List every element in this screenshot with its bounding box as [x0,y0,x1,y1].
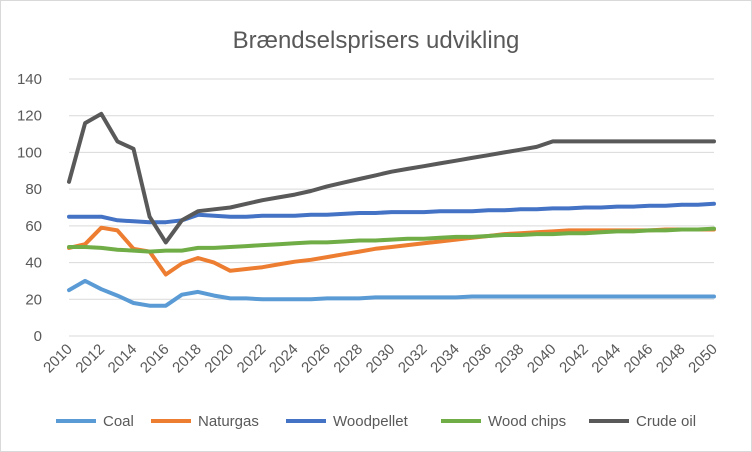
y-tick-label: 20 [25,291,42,308]
x-tick-label: 2040 [524,341,560,377]
series-line-coal [67,278,716,308]
x-tick-label: 2024 [266,341,302,377]
legend-label-naturgas: Naturgas [198,413,259,430]
y-tick-label: 140 [17,71,42,88]
x-tick-label: 2036 [459,341,495,377]
x-tick-label: 2020 [201,341,237,377]
y-tick-label: 0 [34,328,42,345]
chart-title: Brændselsprisers udvikling [233,27,520,54]
x-tick-label: 2016 [137,341,173,377]
legend-label-coal: Coal [103,413,134,430]
y-tick-label: 40 [25,255,42,272]
series-line-woodpellet [67,201,716,225]
x-tick-label: 2026 [298,341,334,377]
series-line-crude-oil [67,111,716,245]
y-axis-ticks: 0 20 40 60 80 100 120 140 [17,71,42,345]
x-tick-label: 2030 [363,341,399,377]
y-tick-label: 120 [17,108,42,125]
x-tick-label: 2022 [234,341,270,377]
x-tick-label: 2044 [588,341,624,377]
legend-label-wood-chips: Wood chips [488,413,566,430]
x-tick-label: 2010 [40,341,76,377]
series-lines [67,111,716,308]
x-axis-ticks: 2010201220142016201820202022202420262028… [40,341,721,377]
x-tick-label: 2014 [105,341,141,377]
x-tick-label: 2038 [492,341,528,377]
x-tick-label: 2032 [395,341,431,377]
x-tick-label: 2050 [685,341,721,377]
x-tick-label: 2028 [330,341,366,377]
x-tick-label: 2018 [169,341,205,377]
y-tick-label: 100 [17,144,42,161]
y-tick-label: 80 [25,181,42,198]
legend: Coal Naturgas Woodpellet Wood chips Crude oi… [56,413,696,430]
series-line-wood-chips [67,226,716,254]
x-tick-label: 2046 [621,341,657,377]
y-tick-label: 60 [25,218,42,235]
legend-label-woodpellet: Woodpellet [333,413,409,430]
x-tick-label: 2012 [72,341,108,377]
x-tick-label: 2042 [556,341,592,377]
legend-label-crude-oil: Crude oil [636,413,696,430]
x-tick-label: 2048 [653,341,689,377]
x-tick-label: 2034 [427,341,463,377]
